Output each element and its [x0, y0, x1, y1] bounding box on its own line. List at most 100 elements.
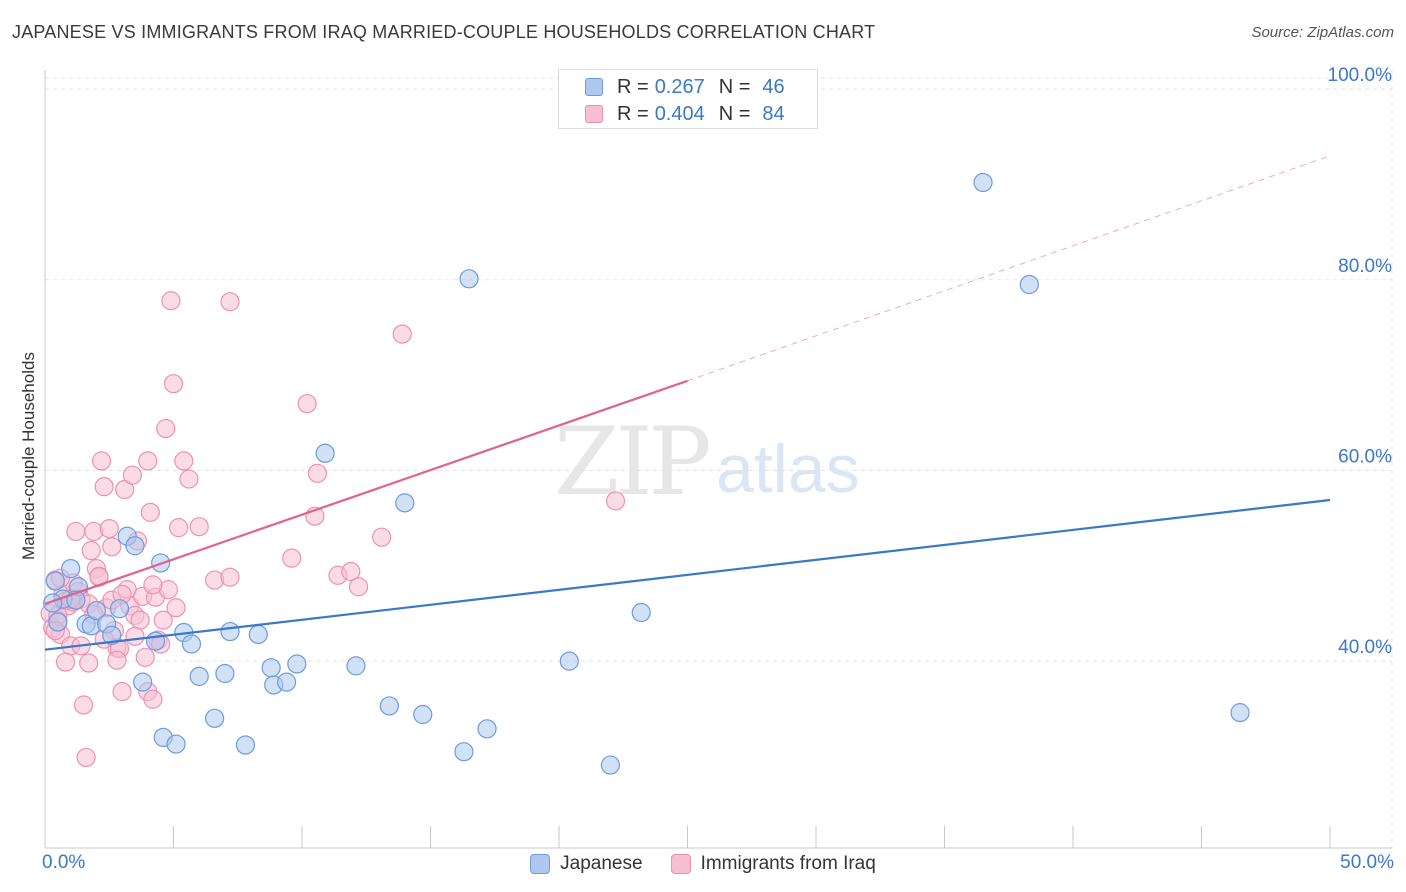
- point-japanese-39: [631, 602, 651, 623]
- point-iraq-83: [107, 650, 127, 670]
- point-japanese-21: [215, 663, 235, 684]
- point-japanese-31: [379, 696, 399, 716]
- point-japanese-28: [287, 654, 307, 674]
- point-japanese-16: [166, 734, 186, 754]
- point-japanese-27: [276, 672, 297, 692]
- point-japanese-7: [86, 600, 107, 621]
- point-japanese-40: [973, 172, 993, 193]
- japanese-swatch: [585, 78, 603, 96]
- y-tick-labels: 40.0% 60.0% 80.0% 100.0%: [1328, 65, 1393, 658]
- trend-lines: [44, 155, 1331, 651]
- watermark-atlas: atlas: [716, 431, 860, 507]
- point-japanese-38: [600, 755, 621, 775]
- point-iraq-49: [163, 374, 184, 394]
- point-iraq-23: [99, 519, 119, 539]
- point-iraq-20: [91, 451, 112, 471]
- point-japanese-1: [48, 612, 68, 632]
- point-iraq-79: [143, 575, 163, 595]
- point-iraq-32: [122, 465, 142, 485]
- r-label: R =: [617, 102, 649, 125]
- point-iraq-45: [153, 610, 173, 630]
- point-iraq-14: [76, 747, 96, 768]
- point-iraq-48: [161, 291, 181, 311]
- point-iraq-41: [143, 689, 163, 709]
- stats-row-iraq: R = 0.404 N = 84: [585, 101, 785, 127]
- point-iraq-54: [189, 517, 209, 537]
- point-iraq-78: [125, 626, 145, 646]
- trend-line-japanese: [44, 498, 1331, 651]
- point-japanese-3: [61, 559, 81, 579]
- point-iraq-63: [341, 561, 361, 582]
- legend-item-iraq[interactable]: Immigrants from Iraq: [670, 853, 876, 875]
- point-iraq-52: [174, 451, 194, 471]
- n-value-iraq: 84: [762, 102, 785, 125]
- point-japanese-36: [477, 719, 497, 739]
- point-japanese-34: [454, 742, 474, 762]
- r-value-iraq: 0.404: [654, 102, 705, 125]
- legend-label-japanese: Japanese: [560, 853, 643, 874]
- point-iraq-21: [94, 477, 114, 497]
- point-japanese-24: [248, 624, 268, 645]
- legend-swatch-japanese: [530, 854, 551, 874]
- point-iraq-59: [297, 394, 317, 414]
- point-iraq-39: [138, 451, 158, 471]
- source-label: Source: ZipAtlas.com: [1251, 24, 1394, 41]
- y-tick-label-40: 40.0%: [1338, 637, 1392, 658]
- point-iraq-15: [79, 653, 99, 673]
- n-label: N =: [718, 75, 751, 98]
- legend: Japanese Immigrants from Iraq: [0, 851, 1406, 877]
- point-iraq-51: [169, 518, 189, 538]
- point-japanese-42: [1230, 703, 1250, 723]
- grid-lines: [45, 70, 1393, 848]
- point-iraq-67: [605, 491, 626, 511]
- trend-extension-iraq: [687, 155, 1331, 382]
- point-japanese-0: [45, 571, 65, 591]
- point-japanese-45: [109, 599, 130, 619]
- series-iraq: [40, 291, 626, 768]
- point-japanese-9: [102, 625, 122, 645]
- trend-line-iraq: [44, 379, 688, 605]
- point-japanese-30: [346, 656, 366, 676]
- stats-box: R = 0.267 N = 46 R = 0.404 N = 84: [558, 69, 818, 129]
- point-iraq-24: [102, 537, 122, 557]
- point-iraq-64: [348, 577, 369, 597]
- point-japanese-23: [235, 735, 256, 755]
- axes: [44, 70, 1392, 849]
- y-tick-label-80: 80.0%: [1338, 256, 1392, 277]
- series-japanese: [43, 172, 1250, 775]
- x-axis-max-label: 50.0%: [1340, 852, 1394, 873]
- point-iraq-37: [135, 647, 155, 667]
- point-japanese-37: [559, 651, 579, 671]
- point-iraq-46: [156, 418, 176, 439]
- point-iraq-66: [392, 324, 412, 344]
- point-japanese-11: [125, 536, 145, 556]
- point-iraq-65: [372, 527, 392, 547]
- point-japanese-41: [1019, 274, 1039, 295]
- point-japanese-19: [189, 666, 209, 686]
- point-iraq-58: [282, 548, 302, 568]
- y-tick-label-60: 60.0%: [1338, 446, 1392, 467]
- watermark-zip: ZIP: [554, 408, 712, 517]
- point-iraq-56: [220, 567, 240, 587]
- point-iraq-50: [166, 598, 186, 618]
- point-japanese-13: [145, 631, 166, 651]
- point-iraq-61: [307, 463, 328, 483]
- n-value-japanese: 46: [762, 75, 785, 98]
- point-japanese-12: [133, 672, 153, 692]
- point-japanese-22: [220, 621, 240, 642]
- chart-title: JAPANESE VS IMMIGRANTS FROM IRAQ MARRIED…: [12, 22, 876, 42]
- point-japanese-35: [459, 269, 479, 289]
- iraq-swatch: [585, 105, 603, 123]
- legend-label-iraq: Immigrants from Iraq: [700, 853, 876, 874]
- legend-item-japanese[interactable]: Japanese: [530, 853, 643, 875]
- r-value-japanese: 0.267: [654, 75, 705, 98]
- point-japanese-33: [413, 704, 433, 725]
- y-axis-title: Married-couple Households: [19, 352, 38, 560]
- n-label: N =: [718, 102, 751, 125]
- point-iraq-40: [140, 502, 160, 522]
- point-iraq-57: [220, 292, 240, 312]
- point-japanese-18: [181, 634, 202, 654]
- point-japanese-32: [395, 493, 415, 513]
- point-iraq-16: [81, 540, 101, 561]
